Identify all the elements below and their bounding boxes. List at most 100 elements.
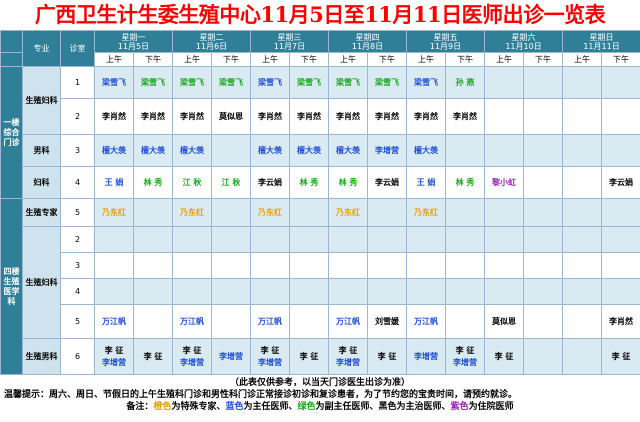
- disclaimer-text: （此表仅供参考，以当天门诊医生出诊为准）: [229, 378, 410, 388]
- doctor-name: 檀大羡: [297, 145, 321, 155]
- schedule-cell: 万江帆: [328, 304, 368, 339]
- header-date: 11月11日: [583, 41, 620, 51]
- schedule-cell: [250, 278, 290, 305]
- schedule-cell: [562, 252, 603, 279]
- schedule-row: 一楼综合门诊 生殖妇科 1 梁雪飞 梁雪飞 梁雪飞 梁雪飞 梁雪飞 梁雪飞 梁雪飞 梁雪飞 梁雪飞 孙 …: [0, 66, 640, 199]
- doctor-name: 江 秋: [182, 177, 202, 187]
- schedule-cell: 李肖然: [367, 98, 407, 135]
- doctor-name: 梁雪飞: [219, 77, 243, 87]
- doctor-name: 万江帆: [414, 316, 438, 326]
- schedule-cell: [484, 98, 524, 135]
- doctor-name: 乃东红: [258, 207, 282, 217]
- doctor-name: 万江帆: [180, 316, 204, 326]
- schedule-cell: [562, 226, 603, 253]
- doctor-name: 李增营: [414, 351, 438, 361]
- floor-label: 一楼综合门诊: [0, 66, 23, 199]
- doctor-name: 李 征: [299, 351, 319, 361]
- schedule-cell: [94, 278, 134, 305]
- schedule-cell: [328, 252, 368, 279]
- schedule-cell: [367, 252, 407, 279]
- schedule-cell: [211, 252, 251, 279]
- schedule-cell: 李 征李增营: [328, 338, 368, 375]
- header-pm: 下午: [211, 52, 251, 67]
- schedule-cell: [522, 198, 564, 227]
- header-date: 11月6日: [195, 41, 228, 51]
- schedule-cell: [484, 66, 524, 99]
- schedule-cell: 檀大羡: [172, 134, 212, 167]
- schedule-cell: 梁雪飞: [289, 66, 329, 99]
- specialty-label: 生殖妇科: [22, 66, 61, 135]
- header-weekday: 星期日: [589, 32, 614, 42]
- header-am: 上午: [562, 52, 603, 67]
- schedule-row: 四楼生殖医学科 生殖专家 5 乃东红 乃东红 乃东红 乃东红 乃东红: [0, 198, 640, 375]
- doctor-name: 李肖然: [141, 111, 165, 121]
- schedule-cell: 万江帆: [406, 304, 446, 339]
- schedule-row: 生殖男科 6 李 征李增营李 征李 征李增营 李增营李 征李增营李 征李 征李增营李 …: [1, 338, 640, 375]
- legend-black: 黑色: [378, 402, 397, 412]
- schedule-cell: 李增营: [406, 338, 446, 375]
- schedule-cell: 李 征李增营: [172, 338, 212, 375]
- schedule-cell: 孙 燕: [445, 66, 485, 99]
- schedule-cell: [211, 226, 251, 253]
- doctor-name: 李增营: [180, 357, 204, 367]
- doctor-name: 李增营: [102, 357, 126, 367]
- schedule-cell: 王 娟: [94, 166, 134, 199]
- schedule-cell: 梁雪飞: [406, 66, 446, 99]
- doctor-name: 李 征: [455, 345, 475, 355]
- schedule-cell: 江 秋: [211, 166, 251, 199]
- schedule-cell: [562, 278, 603, 305]
- room-number: 5: [60, 198, 95, 227]
- doctor-name: 李增营: [219, 351, 243, 361]
- schedule-cell: 黎小虹: [484, 166, 524, 199]
- doctor-name: 万江帆: [258, 316, 282, 326]
- doctor-name: 李 征: [338, 345, 358, 355]
- schedule-cell: [94, 252, 134, 279]
- schedule-cell: [367, 226, 407, 253]
- schedule-cell: 梁雪飞: [211, 66, 251, 99]
- doctor-name: 孙 燕: [455, 77, 475, 87]
- doctor-name: 李增营: [258, 357, 282, 367]
- header-pm: 下午: [289, 52, 329, 67]
- schedule-cell: 林 秀: [289, 166, 329, 199]
- schedule-cell: [601, 226, 640, 253]
- schedule-cell: [211, 134, 251, 167]
- legend-black-text: 为主治医师、: [396, 402, 451, 412]
- header-weekday: 星期六: [511, 32, 536, 42]
- schedule-cell: [289, 278, 329, 305]
- schedule-cell: 檀大羡: [94, 134, 134, 167]
- schedule-cell: [289, 198, 329, 227]
- room-number: 4: [60, 278, 95, 305]
- schedule-cell: 林 秀: [328, 166, 368, 199]
- doctor-name: 李云娟: [258, 177, 282, 187]
- header-pm: 下午: [445, 52, 485, 67]
- schedule-cell: 李增营: [211, 338, 251, 375]
- doctor-name: 莫似恩: [492, 316, 516, 326]
- header-day: 星期一 11月5日: [94, 30, 173, 53]
- doctor-name: 檀大羡: [141, 145, 165, 155]
- schedule-cell: [484, 226, 524, 253]
- schedule-cell: [562, 198, 603, 227]
- schedule-cell: [522, 98, 564, 135]
- schedule-cell: 檀大羡: [328, 134, 368, 167]
- schedule-cell: 万江帆: [94, 304, 134, 339]
- header-pm: 下午: [133, 52, 173, 67]
- legend-prefix: 备注：: [126, 402, 154, 412]
- schedule-row: 妇科 4 王 娟 林 秀 江 秋 江 秋 李云娟 林 秀 林 秀 李云娟 王 娟 林 秀 黎小虹 李云娟: [1, 166, 640, 199]
- schedule-cell: [562, 134, 603, 167]
- schedule-row: 2 李肖然 李肖然 李肖然 莫似恩 李肖然 李肖然 李肖然 李肖然 李肖然 李肖然: [1, 98, 640, 135]
- header-day: 星期三 11月7日: [250, 30, 329, 53]
- header-day: 星期六 11月10日: [483, 30, 564, 53]
- schedule-cell: [484, 278, 524, 305]
- doctor-name: 檀大羡: [336, 145, 360, 155]
- schedule-cell: 乃东红: [328, 198, 368, 227]
- schedule-cell: [211, 304, 251, 339]
- doctor-name: 乃东红: [180, 207, 204, 217]
- doctor-name: 李 征: [182, 345, 202, 355]
- header-weekday: 星期一: [121, 32, 146, 42]
- doctor-name: 万江帆: [336, 316, 360, 326]
- doctor-name: 李云娟: [609, 177, 634, 187]
- schedule-cell: [250, 252, 290, 279]
- doctor-name: 李 征: [611, 351, 631, 361]
- legend-green-text: 为副主任医师、: [315, 402, 379, 412]
- header-weekday: 星期二: [199, 32, 224, 42]
